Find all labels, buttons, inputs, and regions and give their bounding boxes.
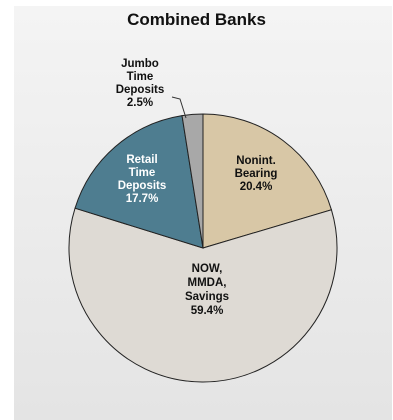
pie-slice (181, 113, 204, 249)
pie-slice (68, 207, 338, 383)
slice-label: Nonint. Bearing 20.4% (235, 155, 278, 193)
leader-line (171, 96, 187, 119)
chart-title: Combined Banks (127, 10, 266, 29)
slice-label: NOW, MMDA, Savings 59.4% (185, 263, 229, 317)
slice-label: Jumbo Time Deposits 2.5% (116, 58, 165, 109)
slice-label: Retail Time Deposits 17.7% (118, 154, 167, 205)
pie-slice (74, 115, 204, 249)
pie-slice (202, 113, 333, 249)
